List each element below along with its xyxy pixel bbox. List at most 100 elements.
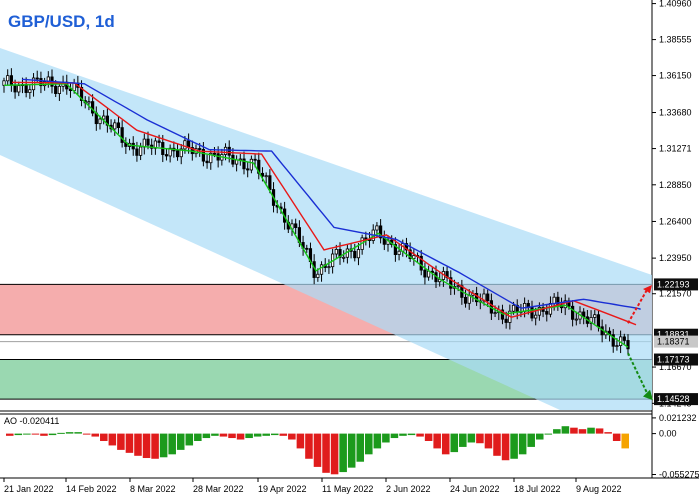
- ao-bar: [459, 433, 467, 447]
- ao-bar: [159, 433, 168, 458]
- candle-body: [327, 266, 331, 269]
- price-tag-label: 1.14528: [657, 394, 690, 404]
- ao-bar: [185, 433, 194, 446]
- candle-body: [205, 160, 209, 164]
- candle-body: [294, 223, 298, 228]
- candle-body: [545, 311, 549, 315]
- candle-body: [242, 158, 246, 170]
- ao-bar: [578, 429, 587, 434]
- chart-title: GBP/USD, 1d: [8, 12, 115, 31]
- candle-body: [179, 148, 183, 158]
- candle-body: [98, 118, 102, 125]
- candle-body: [511, 304, 516, 312]
- price-tag-label: 1.17173: [657, 355, 690, 365]
- ao-bar: [399, 433, 407, 436]
- ao-bar: [219, 433, 228, 437]
- candle-body: [375, 225, 379, 231]
- price-tick-label: 1.38555: [659, 35, 692, 45]
- candle-body: [35, 77, 39, 80]
- candle-body: [87, 101, 91, 104]
- time-tick-label: 14 Feb 2022: [66, 484, 117, 494]
- candle-body: [212, 152, 217, 155]
- ao-bar: [100, 433, 108, 442]
- candle-body: [305, 247, 309, 250]
- candle-body: [397, 250, 401, 255]
- ao-bar: [407, 433, 416, 436]
- price-tick-label: 1.21570: [659, 289, 692, 299]
- ao-bar: [612, 433, 621, 442]
- candle-body: [253, 158, 257, 161]
- candle-body: [120, 127, 124, 143]
- candle-body: [342, 256, 346, 259]
- ao-bar: [270, 433, 279, 436]
- candle-body: [157, 140, 161, 143]
- forecast-up-arrow: [627, 287, 649, 324]
- candle-body: [24, 84, 28, 93]
- time-tick-label: 11 May 2022: [322, 484, 373, 494]
- ao-bar: [390, 433, 399, 439]
- forecast-down-arrow: [627, 352, 649, 396]
- price-tag: [654, 278, 698, 291]
- time-tick-label: 18 Jul 2022: [514, 484, 561, 494]
- candle-body: [338, 249, 342, 258]
- ao-bar: [108, 433, 117, 446]
- candle-body: [146, 138, 150, 146]
- time-tick-label: 19 Apr 2022: [258, 484, 307, 494]
- candle-body: [379, 225, 383, 239]
- ao-bar: [14, 433, 23, 436]
- candle-body: [408, 249, 412, 259]
- ao-bar: [476, 433, 484, 444]
- ao-bar: [544, 433, 553, 435]
- ao-tick-label: 0.00: [659, 429, 677, 439]
- price-tick-label: 1.26400: [659, 216, 692, 226]
- candle-body: [268, 175, 272, 190]
- candle-body: [9, 75, 13, 86]
- candle-body: [209, 152, 213, 164]
- ao-bar: [211, 433, 219, 436]
- ao-bar: [296, 433, 305, 449]
- ao-bar: [587, 427, 595, 434]
- ao-bar: [236, 433, 245, 440]
- candle-body: [493, 312, 497, 315]
- ao-bar: [450, 433, 459, 453]
- candle-body: [353, 250, 357, 259]
- ao-bar: [142, 433, 151, 459]
- ao-bar: [57, 432, 65, 434]
- ao-bar: [125, 433, 134, 453]
- ao-bar: [553, 429, 561, 434]
- ao-bar: [194, 433, 202, 442]
- candle-body: [574, 318, 578, 321]
- ao-bar: [330, 433, 339, 475]
- ao-tick-label: 0.021232: [659, 413, 697, 423]
- ao-bar: [117, 433, 125, 450]
- candle-body: [530, 306, 534, 319]
- time-tick-label: 2 Jun 2022: [386, 484, 431, 494]
- candle-body: [139, 146, 143, 156]
- price-tick-label: 1.33680: [659, 108, 692, 118]
- ao-bar: [74, 432, 82, 434]
- candle-body: [168, 147, 172, 157]
- arrow-down-head: [643, 389, 653, 401]
- arrow-up-head: [643, 285, 652, 294]
- ao-bar: [262, 433, 270, 436]
- price-tick-label: 1.36150: [659, 71, 692, 81]
- ao-bar: [91, 433, 100, 437]
- price-tag: [654, 393, 698, 406]
- ao-bar: [518, 433, 527, 455]
- ao-bar: [65, 432, 74, 434]
- ao-bar: [6, 433, 14, 436]
- price-tick-label: 1.28850: [659, 180, 692, 190]
- ao-bar: [604, 432, 612, 434]
- ao-bar: [510, 433, 518, 459]
- candle-body: [596, 314, 601, 328]
- ao-bar: [82, 433, 91, 435]
- candle-body: [589, 317, 593, 324]
- ao-bar: [365, 433, 373, 455]
- candle-body: [404, 243, 409, 251]
- ma-slow-line: [21, 78, 641, 310]
- price-tick-label: 1.31271: [659, 144, 692, 154]
- candle-body: [113, 122, 117, 130]
- candle-body: [456, 285, 460, 288]
